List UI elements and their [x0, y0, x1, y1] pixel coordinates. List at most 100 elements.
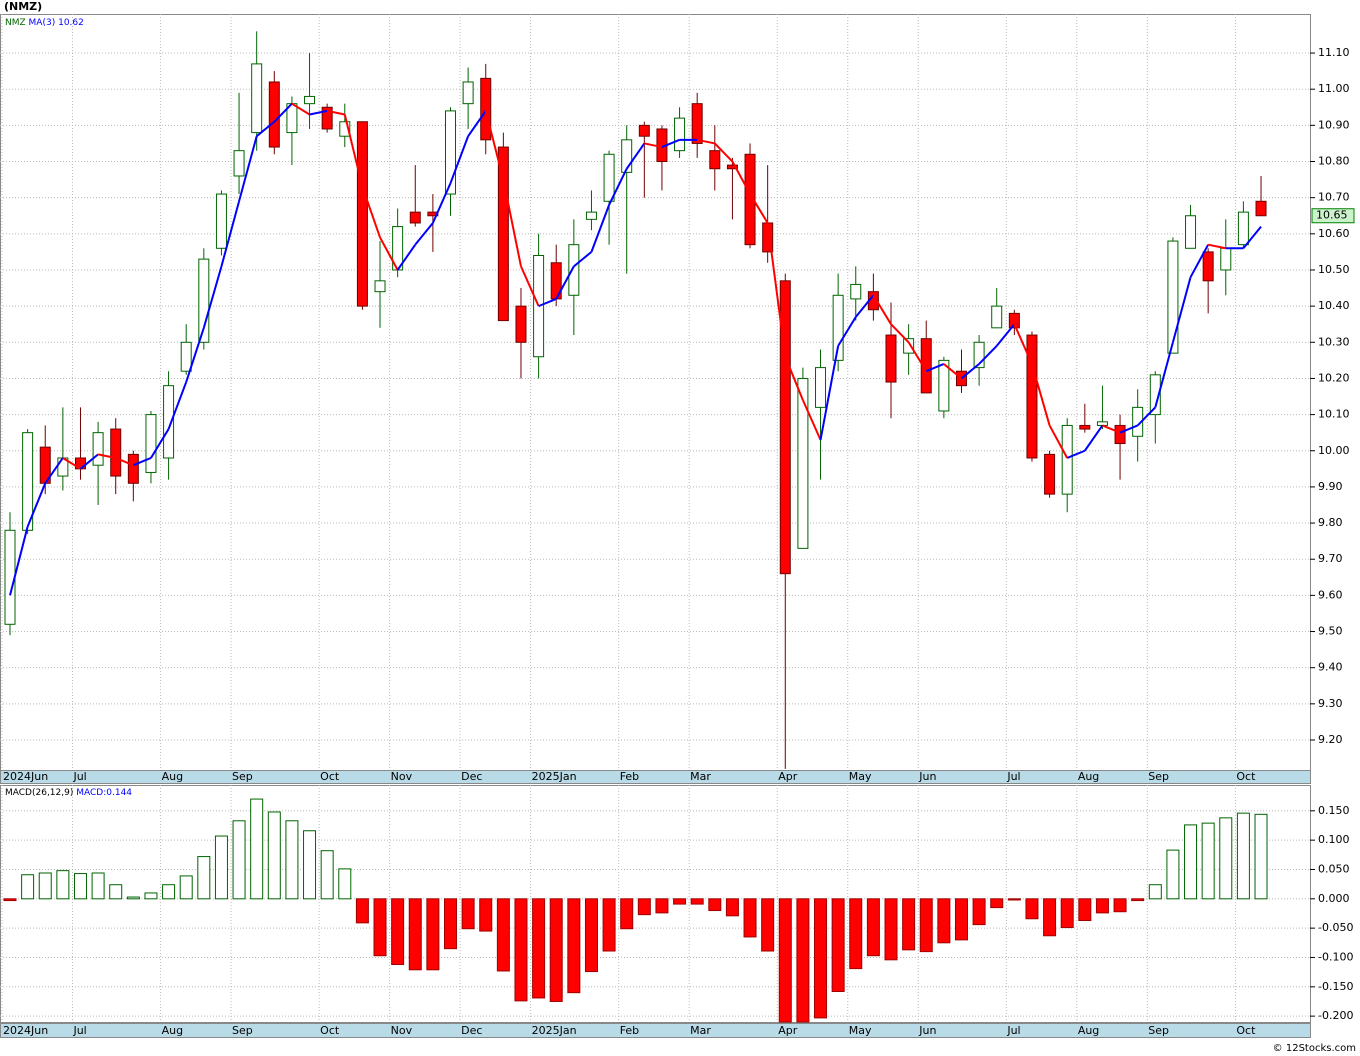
ma-segment — [1171, 276, 1192, 343]
ma-segment — [484, 110, 505, 180]
macd-bar — [38, 872, 52, 900]
x-tick-label: Feb — [620, 1024, 639, 1037]
x-tick-label: Nov — [391, 1024, 413, 1037]
ma-segment — [1119, 424, 1139, 434]
candle-body — [691, 103, 703, 144]
macd-bar — [1166, 849, 1180, 900]
y-tick-label: 0.050 — [1318, 862, 1350, 875]
candle-body — [1237, 211, 1249, 246]
macd-bar — [567, 898, 581, 994]
ma-segment — [26, 482, 47, 528]
x-tick-label: Feb — [620, 770, 639, 783]
macd-bar — [1007, 898, 1021, 901]
candle-body — [92, 432, 104, 466]
ma-segment — [9, 526, 29, 596]
candle-body — [568, 244, 580, 296]
x-tick-label: Oct — [320, 770, 340, 783]
y-tick-label: 10.30 — [1318, 335, 1350, 348]
macd-bar — [1254, 813, 1268, 900]
macd-bar — [1095, 898, 1109, 914]
ma-segment — [995, 323, 1016, 347]
macd-bar — [919, 898, 933, 953]
ma-segment — [731, 161, 751, 195]
macd-title: MACD(26,12,9) — [5, 788, 73, 798]
candle-body — [585, 211, 597, 220]
legend-ma: MA(3) — [29, 18, 56, 28]
ma-segment — [890, 323, 910, 343]
ma-segment — [801, 399, 822, 441]
candle-body — [938, 359, 950, 412]
x-tick-label: Oct — [1236, 1024, 1256, 1037]
macd-bar — [1043, 898, 1057, 937]
candle-body — [304, 95, 316, 105]
macd-bar — [21, 874, 35, 900]
macd-bar — [584, 898, 598, 973]
x-tick-label: Sep — [1148, 770, 1169, 783]
ma-segment — [784, 356, 804, 401]
ma-segment — [644, 142, 663, 149]
macd-bar — [408, 898, 422, 971]
macd-bar — [831, 898, 845, 992]
macd-bar — [479, 898, 493, 932]
x-tick-label: 2024Jun — [3, 770, 48, 783]
x-tick-label: Aug — [162, 770, 183, 783]
ma-segment — [766, 222, 787, 357]
macd-value: 0.144 — [106, 788, 132, 798]
ma-segment — [520, 265, 540, 307]
candle-body — [163, 385, 175, 459]
candle-body — [709, 150, 721, 170]
last-price-label: 10.65 — [1316, 209, 1348, 222]
ma-segment — [943, 363, 963, 380]
ma-segment — [273, 102, 293, 123]
ma-segment — [502, 179, 522, 267]
candle-body — [1079, 424, 1091, 430]
plot-layer: 9.20 9.30 9.40 9.50 9.60 9.70 9.80 9.90 10.00 10.… — [0, 14, 1355, 1037]
ma-segment — [1030, 363, 1051, 426]
candle-body — [480, 77, 492, 141]
macd-bar — [56, 870, 70, 900]
macd-bar — [179, 875, 193, 900]
macd-bar — [355, 898, 369, 924]
candle-body — [603, 153, 615, 202]
candle-body — [74, 457, 86, 470]
x-tick-label: Mar — [690, 770, 711, 783]
y-tick-label: 10.90 — [1318, 118, 1350, 131]
ma-segment — [872, 294, 892, 325]
macd-bar — [1025, 898, 1039, 920]
ma-segment — [238, 135, 258, 202]
y-tick-label: 10.60 — [1318, 227, 1350, 240]
macd-bar — [1131, 898, 1145, 902]
candle-body — [1008, 312, 1020, 329]
macd-bar — [144, 892, 158, 900]
ma-segment — [819, 345, 840, 441]
ma-segment — [661, 138, 680, 148]
macd-bar — [426, 898, 440, 971]
candle-body — [850, 283, 862, 300]
x-tick-label: Oct — [320, 1024, 340, 1037]
ma-segment — [555, 265, 575, 300]
x-tick-label: Sep — [1148, 1024, 1169, 1037]
ma-segment — [625, 142, 646, 170]
macd-bar — [126, 896, 140, 900]
ma-segment — [696, 138, 716, 145]
candle-body — [233, 150, 245, 177]
macd-prefix: MACD: — [76, 788, 106, 798]
x-tick-label: Nov — [391, 770, 413, 783]
candle-body — [744, 153, 756, 246]
y-tick-label: 10.40 — [1318, 299, 1350, 312]
candle-body — [1061, 424, 1073, 495]
macd-bar — [814, 898, 828, 1019]
macd-bar — [162, 884, 176, 900]
x-tick-label: Mar — [690, 1024, 711, 1037]
candle-body — [409, 211, 421, 224]
candle-body — [1185, 215, 1197, 249]
candle-body — [920, 338, 932, 394]
month-strip — [0, 770, 1311, 784]
macd-bar — [1219, 817, 1233, 900]
x-tick-label: 2025Jan — [532, 770, 577, 783]
macd-bar — [285, 820, 299, 900]
ma-segment — [396, 244, 417, 271]
ma-segment — [44, 457, 64, 484]
y-tick-label: 0.000 — [1318, 892, 1350, 905]
